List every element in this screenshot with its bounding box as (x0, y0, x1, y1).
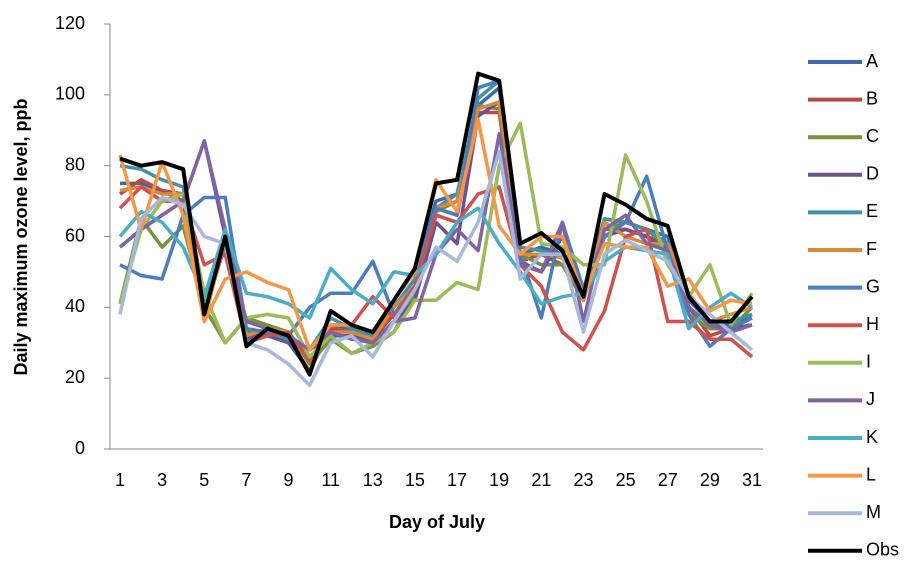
x-tick-label: 19 (489, 470, 509, 490)
series-line (118, 100, 753, 352)
legend-label: I (866, 352, 871, 372)
series-line (119, 78, 753, 349)
x-tick-label: 13 (363, 470, 383, 490)
series-line (118, 185, 754, 363)
y-tick-label: 40 (65, 296, 85, 316)
legend-label: C (866, 126, 879, 146)
legend-label: E (866, 201, 878, 221)
x-tick-label: 1 (115, 470, 125, 490)
y-tick-label: 0 (75, 438, 85, 458)
legend-label: M (866, 502, 881, 522)
x-tick-label: 15 (405, 470, 425, 490)
x-tick-label: 27 (658, 470, 678, 490)
x-tick-label: 5 (199, 470, 209, 490)
x-tick-label: 17 (447, 470, 467, 490)
series-line (118, 121, 754, 359)
series-line (118, 117, 753, 352)
legend-label: B (866, 88, 878, 108)
x-axis-title: Day of July (389, 512, 485, 532)
y-axis-title: Daily maximum ozone level, ppb (11, 98, 31, 375)
legend-label: A (866, 51, 878, 71)
series-line (119, 71, 754, 377)
legend-label: H (866, 314, 879, 334)
x-tick-label: 7 (241, 470, 251, 490)
legend-label: F (866, 239, 877, 259)
x-tick-label: 3 (157, 470, 167, 490)
x-tick-label: 9 (284, 470, 294, 490)
x-tick-label: 29 (700, 470, 720, 490)
x-tick-label: 21 (531, 470, 551, 490)
x-tick-label: 11 (321, 470, 340, 490)
x-tick-label: 31 (742, 470, 762, 490)
legend-label: K (866, 427, 878, 447)
x-tick-label: 23 (573, 470, 593, 490)
y-tick-label: 80 (65, 154, 85, 174)
y-tick-label: 20 (65, 367, 85, 387)
legend-label: Obs (866, 540, 899, 560)
y-tick-label: 100 (55, 84, 85, 104)
legend-label: G (866, 276, 880, 296)
legend-label: J (866, 389, 875, 409)
legend-label: L (866, 464, 876, 484)
x-tick-label: 25 (616, 470, 636, 490)
y-tick-label: 120 (55, 13, 85, 33)
y-tick-label: 60 (65, 225, 85, 245)
legend-label: D (866, 164, 879, 184)
